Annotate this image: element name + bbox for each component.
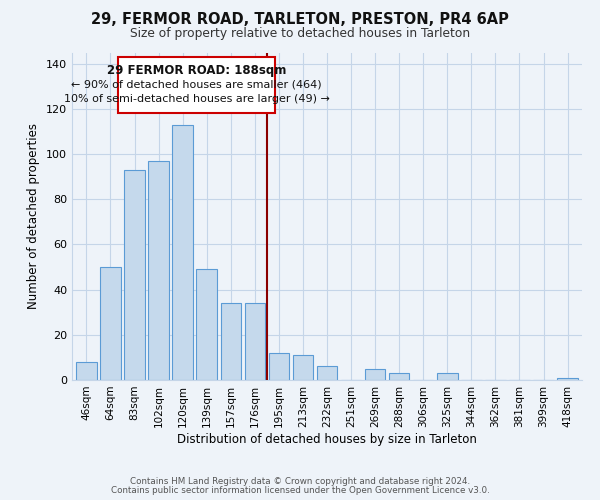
Text: Size of property relative to detached houses in Tarleton: Size of property relative to detached ho… <box>130 28 470 40</box>
Text: 10% of semi-detached houses are larger (49) →: 10% of semi-detached houses are larger (… <box>64 94 329 104</box>
Bar <box>437 373 458 380</box>
Bar <box>148 161 169 380</box>
Bar <box>221 303 241 380</box>
Y-axis label: Number of detached properties: Number of detached properties <box>28 123 40 309</box>
Bar <box>557 378 578 380</box>
Text: Contains HM Land Registry data © Crown copyright and database right 2024.: Contains HM Land Registry data © Crown c… <box>130 477 470 486</box>
Bar <box>293 355 313 380</box>
Text: 29 FERMOR ROAD: 188sqm: 29 FERMOR ROAD: 188sqm <box>107 64 286 77</box>
Text: ← 90% of detached houses are smaller (464): ← 90% of detached houses are smaller (46… <box>71 80 322 90</box>
FancyBboxPatch shape <box>118 57 275 114</box>
Bar <box>172 125 193 380</box>
Bar <box>196 270 217 380</box>
Bar <box>389 373 409 380</box>
Bar <box>124 170 145 380</box>
Bar <box>317 366 337 380</box>
Bar <box>100 267 121 380</box>
Text: 29, FERMOR ROAD, TARLETON, PRESTON, PR4 6AP: 29, FERMOR ROAD, TARLETON, PRESTON, PR4 … <box>91 12 509 28</box>
Text: Contains public sector information licensed under the Open Government Licence v3: Contains public sector information licen… <box>110 486 490 495</box>
Bar <box>269 353 289 380</box>
Bar <box>76 362 97 380</box>
X-axis label: Distribution of detached houses by size in Tarleton: Distribution of detached houses by size … <box>177 432 477 446</box>
Bar <box>365 368 385 380</box>
Bar <box>245 303 265 380</box>
